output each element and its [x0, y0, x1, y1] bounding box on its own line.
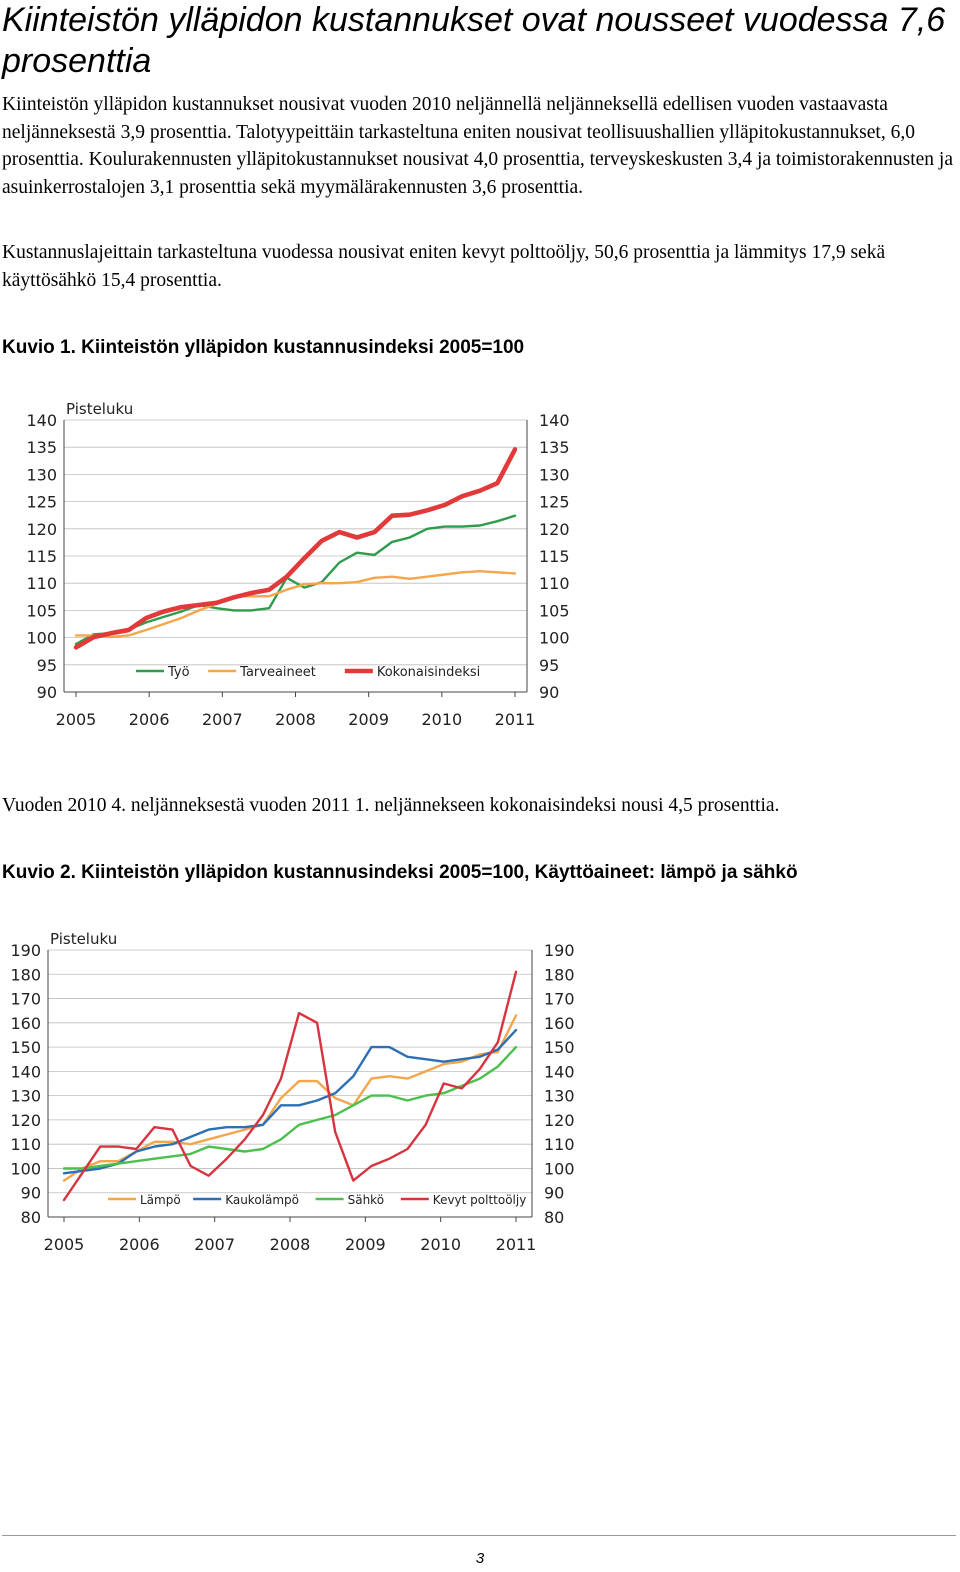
y-tick-label-right: 95	[539, 656, 559, 675]
y-tick-label-left: 100	[10, 1159, 41, 1178]
y-tick-label-left: 90	[21, 1184, 41, 1203]
y-tick-label-left: 105	[26, 601, 57, 620]
series-line-2	[74, 569, 517, 639]
cost-type-paragraph: Kustannuslajeittain tarkasteltuna vuodes…	[2, 242, 886, 291]
y-tick-label-right: 110	[539, 574, 570, 593]
y-tick-label-left: 100	[26, 629, 57, 648]
figure1-chart: 90 90 95 95 100 100 105 105 110 110 115 115 120 120 12…	[26, 400, 570, 729]
y-tick-label-right: 125	[539, 493, 570, 512]
figure2-chart: 80 80 90 90 100 100 110 110 120 120 130 130 140 140 15…	[10, 930, 575, 1254]
legend-label-3: Kokonaisindeksi	[377, 665, 480, 680]
quarter-change-paragraph: Vuoden 2010 4. neljänneksestä vuoden 201…	[2, 795, 780, 816]
y-tick-label-left: 90	[37, 683, 57, 702]
y-axis-label: Pisteluku	[66, 400, 133, 418]
series-line-1	[74, 514, 517, 646]
x-tick-label: 2007	[194, 1235, 235, 1254]
y-tick-label-left: 150	[10, 1038, 41, 1057]
x-tick-label: 2005	[44, 1235, 85, 1254]
figure2-caption: Kuvio 2. Kiinteistön ylläpidon kustannus…	[2, 862, 798, 883]
series-line-3	[73, 447, 518, 650]
footer-divider	[2, 1535, 956, 1536]
y-tick-label-left: 135	[26, 438, 57, 457]
y-tick-label-left: 95	[37, 656, 57, 675]
y-tick-label-right: 140	[544, 1062, 575, 1081]
y-tick-label-left: 140	[26, 411, 57, 430]
series-line-3	[62, 1045, 518, 1170]
y-tick-label-left: 170	[10, 990, 41, 1009]
x-tick-label: 2009	[348, 710, 389, 729]
legend-label-3: Sähkö	[348, 1193, 384, 1207]
y-tick-label-left: 130	[26, 465, 57, 484]
y-tick-label-right: 170	[544, 990, 575, 1009]
x-tick-label: 2011	[496, 1235, 537, 1254]
y-tick-label-left: 140	[10, 1062, 41, 1081]
figure1-caption: Kuvio 1. Kiinteistön ylläpidon kustannus…	[2, 337, 525, 358]
y-tick-label-right: 120	[539, 520, 570, 539]
y-tick-label-left: 120	[10, 1111, 41, 1130]
y-axis-label: Pisteluku	[50, 930, 117, 948]
legend-label-2: Tarveaineet	[239, 665, 316, 680]
x-tick-label: 2010	[421, 710, 462, 729]
y-tick-label-left: 110	[26, 574, 57, 593]
series-line-2	[62, 1028, 518, 1175]
y-tick-label-right: 130	[539, 465, 570, 484]
y-tick-label-right: 105	[539, 601, 570, 620]
x-tick-label: 2008	[270, 1235, 311, 1254]
y-tick-label-right: 130	[544, 1087, 575, 1106]
y-tick-label-left: 115	[26, 547, 57, 566]
y-tick-label-right: 100	[539, 629, 570, 648]
y-tick-label-right: 90	[544, 1184, 564, 1203]
x-tick-label: 2010	[420, 1235, 461, 1254]
x-tick-label: 2005	[56, 710, 97, 729]
y-tick-label-right: 115	[539, 547, 570, 566]
y-tick-label-right: 135	[539, 438, 570, 457]
x-tick-label: 2011	[495, 710, 536, 729]
x-tick-label: 2007	[202, 710, 243, 729]
x-tick-label: 2006	[119, 1235, 160, 1254]
y-tick-label-right: 140	[539, 411, 570, 430]
y-tick-label-left: 180	[10, 965, 41, 984]
y-tick-label-left: 125	[26, 493, 57, 512]
legend-label-2: Kaukolämpö	[225, 1193, 299, 1207]
y-tick-label-left: 130	[10, 1087, 41, 1106]
y-tick-label-right: 160	[544, 1014, 575, 1033]
intro-paragraph: Kiinteistön ylläpidon kustannukset nousi…	[2, 94, 953, 198]
page-title: Kiinteistön ylläpidon kustannukset ovat …	[2, 1, 946, 80]
y-tick-label-right: 100	[544, 1159, 575, 1178]
legend-label-1: Työ	[167, 665, 190, 680]
series-line-4	[62, 970, 518, 1202]
y-tick-label-right: 150	[544, 1038, 575, 1057]
y-tick-label-right: 110	[544, 1135, 575, 1154]
legend-label-4: Kevyt polttoöljy	[433, 1193, 527, 1207]
y-tick-label-left: 110	[10, 1135, 41, 1154]
y-tick-label-left: 190	[10, 941, 41, 960]
x-tick-label: 2009	[345, 1235, 386, 1254]
x-tick-label: 2008	[275, 710, 316, 729]
y-tick-label-right: 180	[544, 965, 575, 984]
y-tick-label-right: 90	[539, 683, 559, 702]
y-tick-label-left: 80	[21, 1208, 41, 1227]
x-tick-label: 2006	[129, 710, 170, 729]
y-tick-label-right: 120	[544, 1111, 575, 1130]
page-number: 3	[475, 1550, 485, 1567]
y-tick-label-left: 160	[10, 1014, 41, 1033]
y-tick-label-right: 80	[544, 1208, 564, 1227]
y-tick-label-left: 120	[26, 520, 57, 539]
y-tick-label-right: 190	[544, 941, 575, 960]
legend-label-1: Lämpö	[140, 1193, 181, 1207]
